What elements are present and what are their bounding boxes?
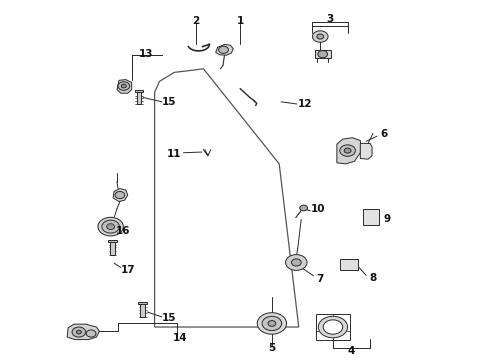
Text: 17: 17 xyxy=(121,265,135,275)
Polygon shape xyxy=(360,143,372,159)
Circle shape xyxy=(122,84,126,88)
Text: 3: 3 xyxy=(326,14,334,24)
Bar xyxy=(135,90,143,92)
Bar xyxy=(108,239,117,242)
Polygon shape xyxy=(216,44,233,55)
Text: 12: 12 xyxy=(297,99,312,109)
Bar xyxy=(340,259,358,270)
Polygon shape xyxy=(67,324,99,339)
Circle shape xyxy=(98,217,123,236)
Circle shape xyxy=(262,316,282,330)
Circle shape xyxy=(300,205,308,211)
Polygon shape xyxy=(337,138,361,164)
Circle shape xyxy=(86,330,96,337)
Circle shape xyxy=(323,320,343,334)
Circle shape xyxy=(219,46,228,53)
Circle shape xyxy=(286,255,307,270)
Circle shape xyxy=(340,145,355,156)
Text: 6: 6 xyxy=(381,129,388,139)
Bar xyxy=(139,302,147,304)
Text: 13: 13 xyxy=(139,49,153,59)
Circle shape xyxy=(317,34,324,39)
Circle shape xyxy=(313,31,328,42)
Bar xyxy=(317,314,349,339)
Circle shape xyxy=(318,316,347,338)
Text: 15: 15 xyxy=(162,313,176,323)
Circle shape xyxy=(257,313,287,334)
Text: 14: 14 xyxy=(173,333,188,343)
Bar xyxy=(141,303,146,317)
Circle shape xyxy=(115,192,125,199)
Circle shape xyxy=(344,148,351,153)
Circle shape xyxy=(318,50,328,58)
Circle shape xyxy=(72,327,86,337)
Circle shape xyxy=(118,82,130,90)
Circle shape xyxy=(292,259,301,266)
Text: 9: 9 xyxy=(383,215,390,224)
Text: 2: 2 xyxy=(193,17,200,27)
Polygon shape xyxy=(113,189,128,202)
Text: 11: 11 xyxy=(167,149,181,159)
Text: 5: 5 xyxy=(268,343,275,353)
Circle shape xyxy=(76,330,81,334)
Circle shape xyxy=(268,320,276,326)
Bar xyxy=(110,241,115,255)
Text: 10: 10 xyxy=(311,204,325,214)
Text: 8: 8 xyxy=(369,273,377,283)
Text: 4: 4 xyxy=(348,346,355,356)
Text: 7: 7 xyxy=(317,274,324,284)
Bar xyxy=(137,91,142,104)
Text: 16: 16 xyxy=(116,226,130,236)
Bar xyxy=(315,50,331,58)
Text: 15: 15 xyxy=(162,97,176,107)
Circle shape xyxy=(102,220,120,233)
Circle shape xyxy=(107,224,115,229)
Text: 1: 1 xyxy=(237,17,244,27)
Bar xyxy=(363,209,379,225)
Polygon shape xyxy=(117,80,132,93)
